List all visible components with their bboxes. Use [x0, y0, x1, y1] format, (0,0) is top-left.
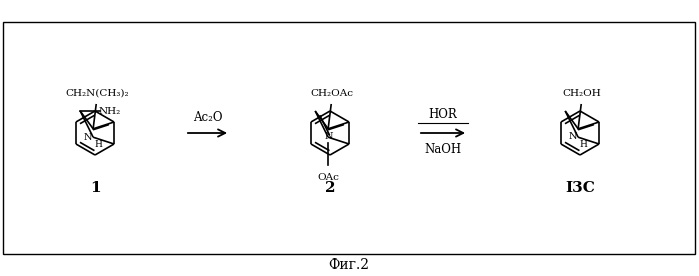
Bar — [3, 22, 695, 254]
Text: N: N — [325, 132, 333, 141]
Text: H: H — [579, 140, 587, 149]
Text: NH₂: NH₂ — [98, 107, 120, 115]
Text: OAc: OAc — [317, 173, 339, 182]
Text: HOR: HOR — [428, 108, 457, 121]
Text: Ac₂O: Ac₂O — [193, 111, 222, 124]
Text: NaOH: NaOH — [424, 143, 461, 156]
Text: CH₂N(CH₃)₂: CH₂N(CH₃)₂ — [65, 89, 129, 98]
Text: CH₂OAc: CH₂OAc — [310, 89, 354, 98]
Text: Фиг.2: Фиг.2 — [329, 258, 370, 272]
Text: N: N — [568, 132, 577, 141]
Text: 1: 1 — [89, 181, 101, 195]
Text: H: H — [94, 140, 102, 149]
Text: CH₂OH: CH₂OH — [563, 89, 602, 98]
Text: 2: 2 — [325, 181, 336, 195]
Text: I3C: I3C — [565, 181, 595, 195]
Text: N: N — [84, 133, 92, 142]
